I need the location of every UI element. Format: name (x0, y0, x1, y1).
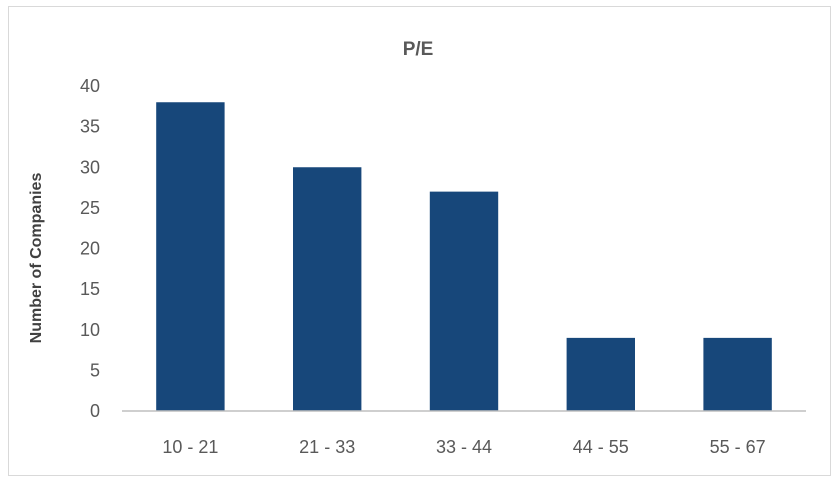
y-tick-label: 0 (90, 401, 100, 421)
bar (703, 337, 772, 411)
x-tick-label: 44 - 55 (573, 437, 629, 457)
bar (429, 191, 499, 411)
bar (156, 102, 225, 411)
bar (566, 337, 635, 411)
y-tick-labels: 0 5 10 15 20 25 30 35 40 (80, 76, 100, 421)
y-tick-label: 30 (80, 157, 100, 177)
chart-title: P/E (403, 39, 434, 60)
x-tick-label: 33 - 44 (436, 437, 492, 457)
bar (293, 167, 362, 411)
y-tick-label: 20 (80, 239, 100, 259)
y-tick-label: 35 (80, 117, 100, 137)
x-tick-label: 21 - 33 (299, 437, 355, 457)
x-tick-labels: 10 - 21 21 - 33 33 - 44 44 - 55 55 - 67 (162, 437, 765, 457)
bars (156, 102, 772, 411)
y-tick-label: 15 (80, 279, 100, 299)
y-axis-label: Number of Companies (28, 173, 45, 344)
chart-frame (8, 6, 831, 476)
x-tick-label: 55 - 67 (710, 437, 766, 457)
y-tick-label: 25 (80, 198, 100, 218)
y-tick-label: 5 (90, 360, 100, 380)
x-tick-label: 10 - 21 (162, 437, 218, 457)
y-tick-label: 10 (80, 320, 100, 340)
y-tick-label: 40 (80, 76, 100, 96)
